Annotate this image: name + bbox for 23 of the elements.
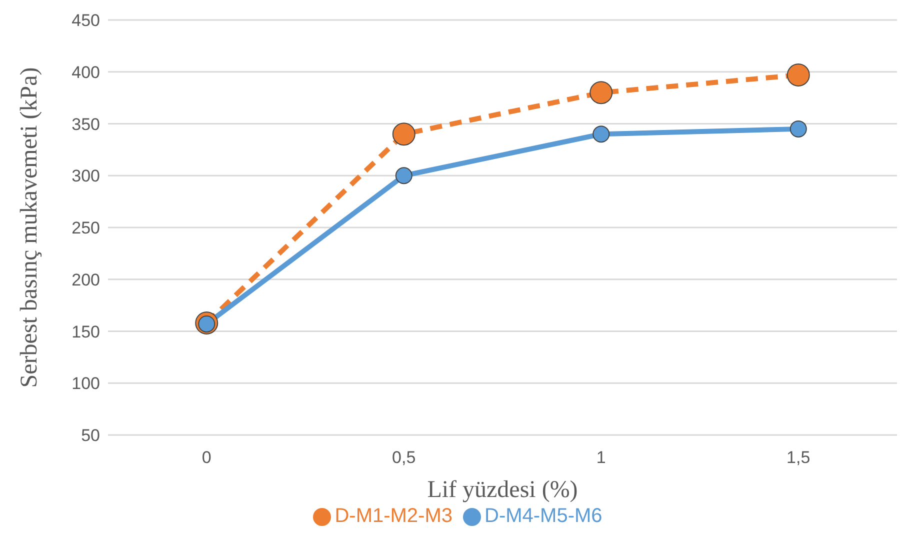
point (590, 81, 613, 104)
y-tick-label: 50 (81, 426, 100, 446)
y-tick-label: 250 (72, 218, 100, 238)
y-tick-label: 150 (72, 322, 100, 342)
x-tick-label: 0,5 (392, 448, 416, 468)
x-tick-label: 1,5 (786, 448, 810, 468)
point (395, 167, 412, 184)
y-axis-title: Serbest basınç mukavemeti (kPa) (16, 67, 43, 388)
point (392, 122, 416, 146)
legend-label: D-M4-M5-M6 (484, 505, 602, 527)
y-tick-label: 200 (72, 270, 100, 290)
y-tick-label: 300 (72, 166, 100, 186)
legend-label: D-M1-M2-M3 (334, 505, 452, 527)
y-tick-label: 400 (72, 62, 100, 82)
y-tick-label: 100 (72, 374, 100, 394)
y-tick-label: 350 (72, 114, 100, 134)
point (786, 63, 810, 86)
point (790, 120, 807, 138)
x-tick-label: 1 (596, 448, 606, 468)
point (592, 126, 610, 143)
x-axis-title: Lif yüzdesi (%) (427, 477, 578, 503)
x-tick-label: 0 (202, 448, 212, 468)
y-tick-label: 450 (72, 11, 100, 30)
